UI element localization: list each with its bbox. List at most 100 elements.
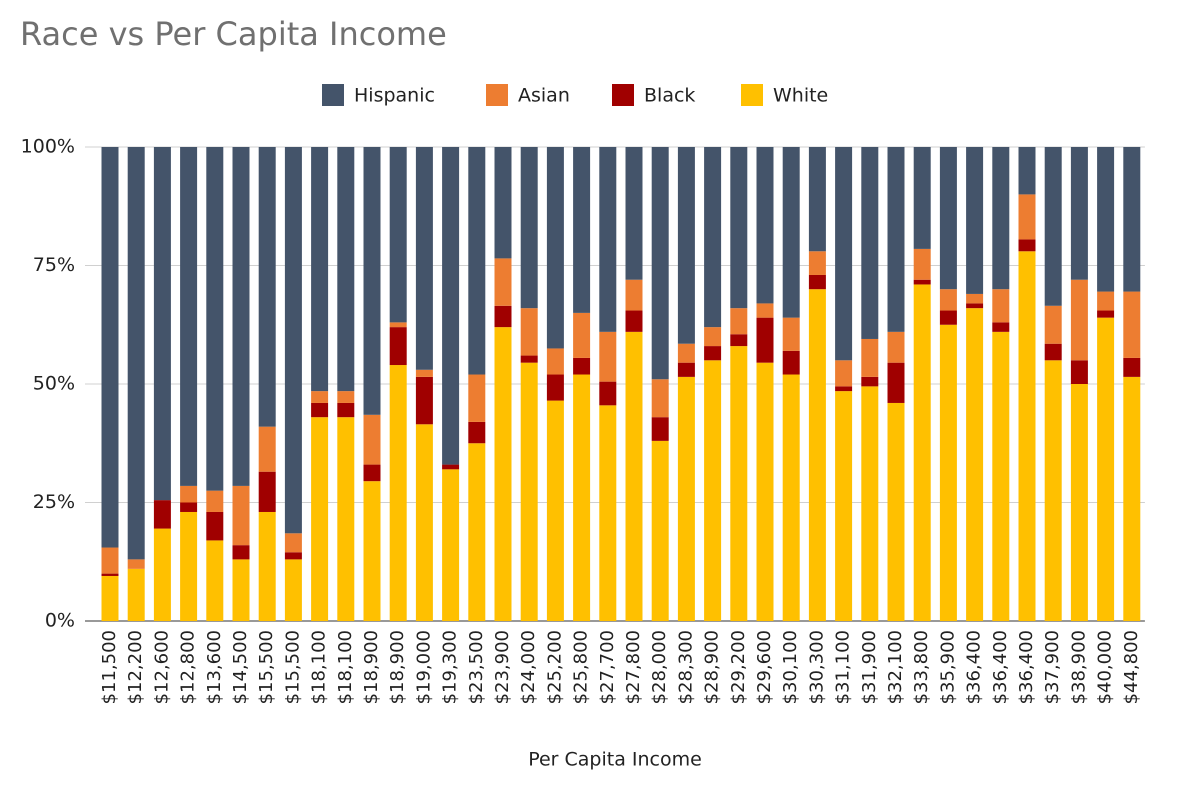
- bar-segment: [1097, 310, 1115, 318]
- bar-segment: [520, 355, 538, 363]
- bar-segment: [180, 502, 198, 512]
- bar-segment: [599, 405, 617, 621]
- bar-segment: [337, 391, 355, 403]
- bar-segment: [389, 147, 407, 323]
- bar-segment: [232, 147, 250, 486]
- legend-label: Black: [644, 85, 695, 107]
- bar-segment: [677, 376, 695, 621]
- bar-segment: [153, 500, 171, 529]
- bar-segment: [625, 331, 643, 621]
- x-tick-label: $28,300: [675, 630, 696, 704]
- bar-segment: [704, 327, 722, 347]
- bar-segment: [835, 386, 853, 392]
- bar-segment: [258, 147, 276, 427]
- x-tick-label: $40,000: [1095, 630, 1116, 704]
- bar-segment: [573, 374, 591, 621]
- bar-segment: [1070, 147, 1088, 280]
- bar-segment: [1070, 360, 1088, 384]
- bar-segment: [887, 402, 905, 621]
- bar-segment: [599, 381, 617, 406]
- bar-segment: [520, 362, 538, 621]
- bar-segment: [1018, 194, 1036, 240]
- bar-segment: [756, 317, 774, 363]
- bar-segment: [730, 147, 748, 309]
- legend-swatch: [741, 84, 763, 106]
- x-tick-label: $18,100: [309, 630, 330, 704]
- bar-segment: [1070, 279, 1088, 361]
- x-tick-label: $27,800: [623, 630, 644, 704]
- bar-segment: [1018, 147, 1036, 195]
- bar-segment: [677, 362, 695, 377]
- bar-segment: [835, 360, 853, 387]
- bar-segment: [1123, 376, 1141, 621]
- bar-segment: [546, 348, 564, 375]
- bar-segment: [966, 293, 984, 304]
- bar-segment: [966, 303, 984, 309]
- bar-segment: [756, 147, 774, 304]
- bar-segment: [1044, 305, 1062, 344]
- y-tick-label: 100%: [21, 136, 75, 158]
- bar-segment: [101, 547, 119, 574]
- bar-segment: [206, 540, 224, 621]
- bar-segment: [730, 308, 748, 335]
- x-tick-label: $19,300: [440, 630, 461, 704]
- x-tick-label: $15,500: [256, 630, 277, 704]
- bar-segment: [782, 317, 800, 351]
- bar-segment: [363, 481, 381, 621]
- bar-segment: [782, 374, 800, 621]
- bar-segment: [861, 338, 879, 377]
- bar-segment: [782, 147, 800, 318]
- y-tick-label: 50%: [33, 373, 75, 395]
- bar-segment: [415, 424, 433, 621]
- bar-segment: [573, 147, 591, 313]
- bar-segment: [546, 400, 564, 621]
- bar-segment: [625, 147, 643, 280]
- bar-segment: [1123, 147, 1141, 292]
- x-tick-label: $38,900: [1068, 630, 1089, 704]
- x-tick-label: $12,600: [151, 630, 172, 704]
- bar-segment: [101, 147, 119, 548]
- x-tick-label: $32,100: [885, 630, 906, 704]
- legend-label: Asian: [518, 85, 570, 107]
- x-tick-label: $37,900: [1042, 630, 1063, 704]
- legend-swatch: [612, 84, 634, 106]
- bar-segment: [677, 343, 695, 363]
- y-tick-label: 25%: [33, 491, 75, 513]
- bar-segment: [939, 324, 957, 621]
- bar-segment: [1044, 343, 1062, 361]
- x-tick-label: $12,800: [178, 630, 199, 704]
- bar-segment: [494, 147, 512, 259]
- bar-segment: [337, 147, 355, 392]
- bar-segment: [389, 322, 407, 328]
- bar-segment: [468, 421, 486, 444]
- bar-segment: [704, 346, 722, 361]
- bar-segment: [704, 147, 722, 328]
- y-tick-label: 75%: [33, 254, 75, 276]
- bar-segment: [494, 305, 512, 328]
- bar-segment: [494, 258, 512, 306]
- x-axis-label: Per Capita Income: [528, 749, 702, 771]
- bar-segment: [808, 251, 826, 275]
- bar-segment: [861, 386, 879, 621]
- x-tick-label: $28,900: [702, 630, 723, 704]
- y-tick-label: 0%: [45, 610, 75, 632]
- x-tick-label: $35,900: [937, 630, 958, 704]
- bar-segment: [232, 559, 250, 621]
- x-tick-label: $11,500: [99, 630, 120, 704]
- x-tick-label: $33,800: [911, 630, 932, 704]
- bar-segment: [1097, 291, 1115, 311]
- bar-segment: [808, 274, 826, 290]
- bar-segment: [468, 147, 486, 375]
- bar-segment: [599, 147, 617, 332]
- bar-segment: [808, 147, 826, 252]
- bar-segment: [442, 469, 460, 621]
- bar-segment: [206, 511, 224, 541]
- bar-segment: [573, 357, 591, 375]
- bar-segment: [625, 279, 643, 311]
- bar-segment: [1123, 291, 1141, 358]
- x-tick-label: $12,200: [125, 630, 146, 704]
- x-tick-label: $30,300: [806, 630, 827, 704]
- chart-title: Race vs Per Capita Income: [20, 15, 447, 53]
- bar-segment: [180, 147, 198, 486]
- bar-segment: [415, 369, 433, 377]
